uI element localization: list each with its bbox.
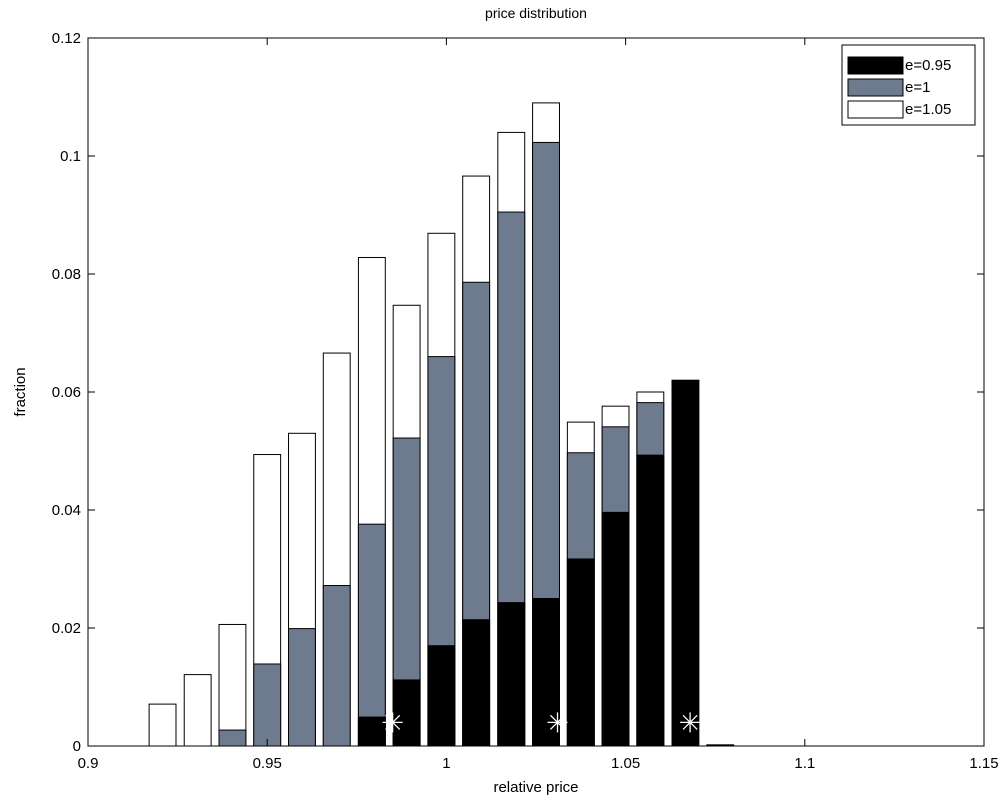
x-axis-label: relative price [493,779,578,796]
bar-series-1-5 [322,585,351,747]
legend-label-e105: e=1.05 [905,101,951,118]
y-tick-label: 0 [73,738,81,755]
chart-title: price distribution [485,5,587,21]
y-tick-label: 0.02 [52,620,81,637]
legend-swatch-e095 [847,56,904,75]
legend-swatch-e1 [847,78,904,97]
bar-series-0-7 [392,679,421,747]
asterisk-marker [680,712,701,733]
y-tick-label: 0.12 [52,30,81,47]
legend: e=0.95 e=1 e=1.05 [841,44,976,126]
bar-series-1-4 [288,628,316,747]
y-tick-label: 0.1 [60,148,81,165]
y-tick-label: 0.06 [52,384,81,401]
y-tick-label: 0.08 [52,266,81,283]
legend-swatch-e105 [847,100,904,119]
bar-series-0-10 [497,602,526,747]
bar-series-2-0 [148,703,177,747]
markers-layer [382,712,701,733]
y-axis-label: fraction [12,367,29,416]
asterisk-marker [382,712,403,733]
legend-label-e1: e=1 [905,79,930,96]
bars-layer [148,102,735,747]
bar-series-0-6 [357,716,386,747]
bar-series-0-9 [462,619,491,747]
bar-series-2-2 [218,623,247,747]
bar-series-2-1 [183,674,212,747]
bar-series-1-2 [218,729,247,747]
y-axis-ticks: 0 0.02 0.04 0.06 0.08 0.1 0.12 [52,30,984,755]
bar-series-1-6 [357,523,386,747]
asterisk-marker [547,712,568,733]
bar-series-0-13 [601,511,630,747]
bar-series-0-15 [671,379,700,747]
x-tick-label: 1.05 [611,755,640,772]
bar-series-0-11 [532,598,560,747]
bar-series-0-12 [566,558,595,747]
x-tick-label: 1.1 [794,755,815,772]
x-tick-label: 0.9 [78,755,99,772]
y-tick-label: 0.04 [52,502,81,519]
x-tick-label: 1.15 [969,755,998,772]
bar-series-0-14 [636,454,665,747]
legend-label-e095: e=0.95 [905,57,951,74]
x-tick-label: 0.95 [253,755,282,772]
bar-series-0-8 [427,645,456,747]
x-tick-label: 1 [442,755,450,772]
x-axis-ticks: 0.9 0.95 1 1.05 1.1 1.15 [78,38,999,772]
bar-series-1-3 [253,663,282,747]
